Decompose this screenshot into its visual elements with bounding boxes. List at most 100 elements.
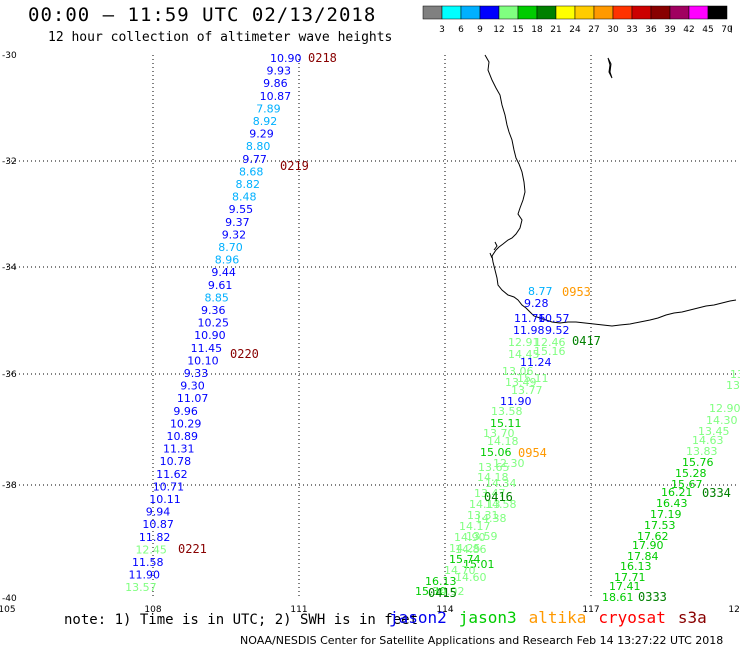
wave-height-label: 13.47 (474, 487, 506, 500)
wave-height-label: 13.70 (483, 427, 515, 440)
colorbar-label: 21 (550, 25, 561, 35)
wave-height-label: 9.32 (222, 228, 247, 241)
wave-height-label: 15.11 (517, 372, 549, 385)
wave-height-label: 10.90 (270, 52, 302, 65)
wave-height-label: 13.65 (478, 461, 510, 474)
wave-height-label: 15.67 (671, 478, 703, 491)
wave-height-label: 17.90 (632, 539, 664, 552)
legend-cryosat: cryosat (598, 608, 666, 627)
colorbar-label: (ft) (730, 25, 732, 35)
colorbar-label: 18 (531, 25, 543, 35)
pass-time-t0220: 0220 (230, 347, 259, 361)
wave-height-label: 8.48 (232, 191, 256, 204)
wave-height-label: 8.82 (236, 178, 261, 191)
wave-height-label: 9.28 (524, 297, 549, 310)
wave-height-label: 10.57 (538, 312, 570, 325)
wave-height-label: 14.25 (449, 542, 481, 555)
legend-altika: altika (528, 608, 587, 627)
wave-height-label: 9.44 (211, 266, 236, 279)
colorbar-label: 30 (607, 25, 619, 35)
wave-height-label: 11.24 (520, 356, 552, 369)
colorbar-label: 12 (493, 25, 504, 35)
wave-height-label: 15.76 (682, 456, 714, 469)
wave-height-label: 14.70 (444, 564, 476, 577)
wave-height-label: 13.31 (467, 509, 499, 522)
wave-height-label: 9.36 (201, 304, 226, 317)
wave-height-label: 14.13 (469, 498, 501, 511)
pass-time-t0333: 0333 (638, 590, 667, 604)
wave-height-label: 15.01 (463, 558, 495, 571)
wave-height-label: 17.62 (637, 530, 669, 543)
wave-height-label: 10.29 (170, 417, 202, 430)
wave-height-label: 13.83 (686, 445, 718, 458)
x-tick-label: 120 (728, 605, 740, 615)
wave-height-label: 14.63 (692, 434, 724, 447)
graticule (7, 55, 737, 598)
y-tick-label: -40 (2, 594, 17, 604)
y-tick-label: -36 (2, 370, 17, 380)
colorbar-label: 39 (664, 25, 676, 35)
wave-height-label: 10.87 (260, 90, 292, 103)
wave-height-label: 11.82 (139, 531, 171, 544)
colorbar-label: 15 (512, 25, 523, 35)
wave-height-label: 10.10 (187, 354, 219, 367)
wave-height-label: 14.30 (706, 414, 738, 427)
pass-time-t0221: 0221 (178, 542, 207, 556)
wave-height-label: 10.11 (149, 493, 181, 506)
legend-jason2: jason2 (389, 608, 447, 627)
wave-height-label: 9.96 (173, 405, 198, 418)
wave-height-label: 16.13 (425, 575, 457, 588)
colorbar-label: 6 (458, 25, 464, 35)
note-text: note: 1) Time is in UTC; 2) SWH is in fe… (64, 612, 419, 628)
island-coastline (607, 57, 613, 79)
wave-height-label: 14.17 (459, 520, 491, 533)
map-title: 00:00 – 11:59 UTC 02/13/2018 (28, 4, 377, 26)
pass-time-t0417: 0417 (572, 334, 601, 348)
wave-height-label: 8.85 (204, 291, 229, 304)
legend-jason3: jason3 (458, 608, 517, 627)
pass-time-t0218: 0218 (308, 51, 337, 65)
wave-height-label: 10.25 (198, 317, 230, 330)
pass-time-t0953: 0953 (562, 285, 591, 299)
wave-height-label: 13.45 (698, 425, 730, 438)
wave-height-label: 17.84 (627, 550, 659, 563)
wave-height-label: 9.77 (242, 153, 267, 166)
wave-height-label: 17.41 (609, 580, 641, 593)
wave-height-label: 9.29 (249, 128, 273, 141)
colorbar-label: 70 (721, 25, 732, 35)
wave-height-label: 9.55 (229, 203, 254, 216)
map-subtitle: 12 hour collection of altimeter wave hei… (48, 30, 393, 45)
wave-height-label: 9.86 (263, 77, 288, 90)
wave-height-label: 15.30 (415, 585, 447, 598)
wave-height-label: 11.31 (163, 443, 195, 456)
wave-height-label: 9.93 (267, 65, 292, 78)
colorbar-label: 33 (626, 25, 637, 35)
wave-height-label: 14.90 (454, 531, 486, 544)
colorbar-label: 3 (439, 25, 445, 35)
wave-height-label: 13.06 (502, 365, 534, 378)
wave-height-label: 12.91 (508, 336, 540, 349)
altimeter-tracks: 10.909.939.8610.877.898.929.298.809.778.… (125, 52, 740, 604)
wave-height-label: 13.57 (125, 581, 157, 594)
colorbar-swatch (707, 5, 728, 20)
wave-height-label: 14.38 (475, 512, 507, 525)
pass-time-t0416: 0416 (484, 490, 513, 504)
wave-height-label: 14.45 (508, 348, 540, 361)
wave-height-label: 11.98 (513, 324, 545, 337)
wave-height-label: 9.37 (225, 216, 250, 229)
wave-height-label: 18.61 (602, 591, 634, 604)
wave-height-label: 14.60 (455, 571, 487, 584)
wave-height-label: 9.30 (180, 380, 205, 393)
colorbar-label: 42 (683, 25, 694, 35)
wave-height-label: 14.58 (485, 498, 517, 511)
wave-height-label: 14.86 (455, 543, 487, 556)
wave-height-label: 17.19 (650, 508, 682, 521)
wave-height-label: 12.46 (534, 336, 566, 349)
wave-height-label: 15.11 (490, 417, 522, 430)
wave-height-label: 12.45 (135, 543, 167, 556)
wave-height-label: 10.71 (153, 480, 185, 493)
wave-height-label: 8.96 (215, 254, 240, 267)
wave-height-label: 13.59 (466, 530, 498, 543)
wave-height-label: 17.53 (644, 519, 676, 532)
